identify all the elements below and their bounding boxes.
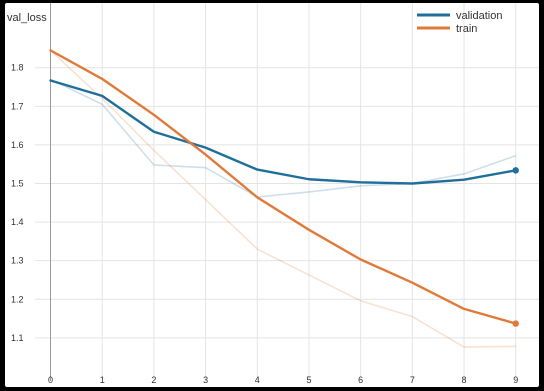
x-tick-label: 2	[151, 375, 156, 385]
x-tick-label: 4	[255, 375, 260, 385]
series-end-marker-train	[512, 320, 519, 327]
y-tick-label: 1.4	[11, 217, 24, 227]
x-tick-label: 6	[358, 375, 363, 385]
y-tick-label: 1.8	[11, 63, 24, 73]
series-line-validation	[49, 79, 517, 185]
series-line-train	[49, 49, 517, 325]
x-tick-label: 7	[410, 375, 415, 385]
line-chart: 1.1 1.2 1.3 1.4 1.5 1.6 1.7 1.8 0 1 2 3 4 5 6 7 8 9 val_…	[7, 3, 539, 385]
y-tick-label: 1.6	[11, 140, 24, 150]
series-end-marker-validation	[512, 167, 519, 174]
chart-title: val_loss	[7, 12, 47, 24]
x-tick-label: 3	[203, 375, 208, 385]
x-tick-labels: 0 1 2 3 4 5 6 7 8 9	[48, 375, 518, 385]
y-tick-label: 1.7	[11, 101, 24, 111]
y-tick-label: 1.1	[11, 333, 24, 343]
x-tick-label: 8	[462, 375, 467, 385]
y-tick-label: 1.3	[11, 256, 24, 266]
grid	[35, 3, 539, 381]
x-tick-label: 5	[306, 375, 311, 385]
legend-label-validation: validation	[456, 10, 502, 22]
x-tick-label: 0	[48, 375, 53, 385]
legend[interactable]: validation train	[417, 10, 502, 35]
x-tick-label: 9	[513, 375, 518, 385]
series-raw-line-train	[49, 49, 516, 348]
series-group	[49, 49, 519, 348]
y-tick-label: 1.5	[11, 178, 24, 188]
x-tick-label: 1	[100, 375, 105, 385]
y-tick-label: 1.2	[11, 294, 24, 304]
legend-label-train: train	[456, 23, 477, 35]
y-tick-labels: 1.1 1.2 1.3 1.4 1.5 1.6 1.7 1.8	[11, 63, 24, 343]
series-raw-line-validation	[50, 78, 517, 198]
chart-panel: 1.1 1.2 1.3 1.4 1.5 1.6 1.7 1.8 0 1 2 3 4 5 6 7 8 9 val_…	[5, 3, 539, 387]
